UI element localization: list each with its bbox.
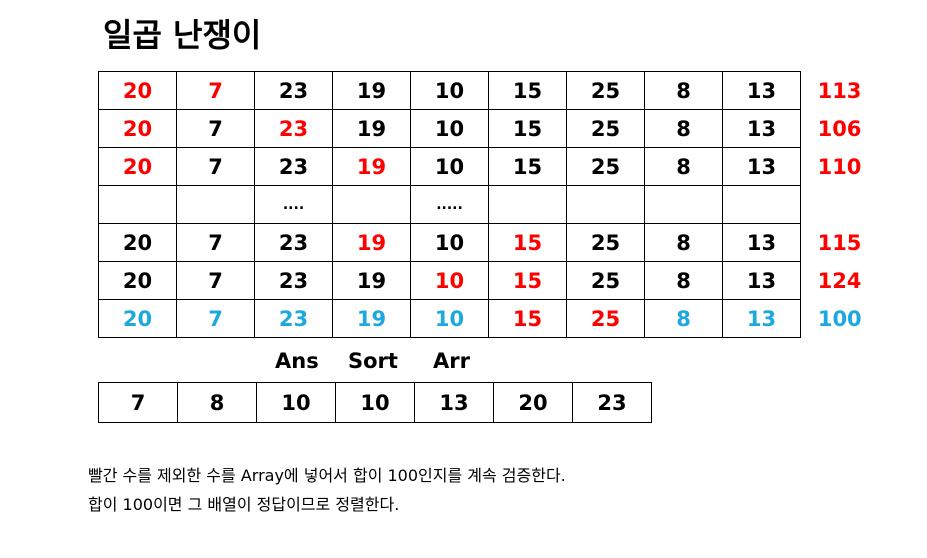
combination-cell: 23 bbox=[254, 261, 333, 300]
row-sum: 124 bbox=[817, 268, 862, 293]
combination-cell: 15 bbox=[488, 223, 567, 262]
combination-cell: 25 bbox=[566, 71, 645, 110]
combination-cell: 15 bbox=[488, 147, 567, 186]
sorted-answer-table: 7 8 10 10 13 20 23 bbox=[98, 382, 652, 423]
combination-cell: 23 bbox=[254, 299, 333, 338]
combination-row: 20 7 23 19 10 15 25 8 13 106 bbox=[98, 109, 879, 148]
combination-cell bbox=[176, 185, 255, 224]
sorted-cell: 10 bbox=[256, 382, 336, 423]
combination-cell: 15 bbox=[488, 109, 567, 148]
description-line-1: 빨간 수를 제외한 수를 Array에 넣어서 합이 100인지를 계속 검증한… bbox=[88, 466, 566, 485]
label-ans: Ans bbox=[275, 349, 319, 373]
combination-cell: 13 bbox=[722, 147, 801, 186]
combination-cell: 8 bbox=[644, 261, 723, 300]
row-sum: 113 bbox=[817, 78, 862, 103]
combination-cell bbox=[566, 185, 645, 224]
combination-cell: 19 bbox=[332, 147, 411, 186]
combination-cell: 13 bbox=[722, 299, 801, 338]
combination-cell: 19 bbox=[332, 71, 411, 110]
combination-cell: 20 bbox=[98, 299, 177, 338]
combination-cell: 8 bbox=[644, 223, 723, 262]
combination-cell: 15 bbox=[488, 71, 567, 110]
label-sort: Sort bbox=[348, 349, 398, 373]
combination-cell: 7 bbox=[176, 147, 255, 186]
combination-cell: 13 bbox=[722, 71, 801, 110]
combination-cell: 7 bbox=[176, 261, 255, 300]
combination-cell: 20 bbox=[98, 109, 177, 148]
row-sum: 115 bbox=[817, 230, 862, 255]
sorted-cell: 13 bbox=[414, 382, 494, 423]
combination-cell: 20 bbox=[98, 261, 177, 300]
combination-cell: 10 bbox=[410, 109, 489, 148]
combination-cell: 20 bbox=[98, 223, 177, 262]
label-arr: Arr bbox=[433, 349, 470, 373]
combination-cell bbox=[644, 185, 723, 224]
sorted-row: 7 8 10 10 13 20 23 bbox=[98, 382, 652, 423]
combination-row: 20 7 23 19 10 15 25 8 13 110 bbox=[98, 147, 879, 186]
combination-cell: 23 bbox=[254, 147, 333, 186]
combination-cell: 15 bbox=[488, 299, 567, 338]
combination-cell bbox=[332, 185, 411, 224]
sorted-cell: 10 bbox=[335, 382, 415, 423]
combination-cell: 7 bbox=[176, 109, 255, 148]
combination-cell: 7 bbox=[176, 223, 255, 262]
combination-cell: 23 bbox=[254, 223, 333, 262]
sorted-cell: 7 bbox=[98, 382, 178, 423]
combination-cell: 10 bbox=[410, 299, 489, 338]
combination-row: 20 7 23 19 10 15 25 8 13 124 bbox=[98, 261, 879, 300]
combination-table: 20 7 23 19 10 15 25 8 13 113 20 7 23 19 10 15 25 8 13 106 20… bbox=[98, 71, 879, 338]
combination-cell: 13 bbox=[722, 223, 801, 262]
row-sum: 100 bbox=[817, 306, 862, 331]
combination-cell: 10 bbox=[410, 223, 489, 262]
combination-cell: 19 bbox=[332, 109, 411, 148]
combination-cell: 25 bbox=[566, 223, 645, 262]
combination-row: 20 7 23 19 10 15 25 8 13 100 bbox=[98, 299, 879, 338]
combination-cell: 25 bbox=[566, 147, 645, 186]
combination-cell: 8 bbox=[644, 109, 723, 148]
combination-cell: 23 bbox=[254, 71, 333, 110]
combination-cell: 15 bbox=[488, 261, 567, 300]
row-sum bbox=[801, 186, 879, 224]
combination-cell: 19 bbox=[332, 261, 411, 300]
combination-cell: 20 bbox=[98, 147, 177, 186]
combination-cell: 19 bbox=[332, 299, 411, 338]
sorted-cell: 23 bbox=[572, 382, 652, 423]
combination-cell bbox=[488, 185, 567, 224]
combination-cell: 20 bbox=[98, 71, 177, 110]
combination-cell: 25 bbox=[566, 299, 645, 338]
combination-cell: 10 bbox=[410, 261, 489, 300]
combination-cell: 8 bbox=[644, 71, 723, 110]
row-sum: 110 bbox=[817, 154, 862, 179]
combination-cell bbox=[722, 185, 801, 224]
row-sum: 106 bbox=[817, 116, 862, 141]
combination-cell: 10 bbox=[410, 147, 489, 186]
combination-cell: 19 bbox=[332, 223, 411, 262]
combination-cell: 13 bbox=[722, 261, 801, 300]
combination-cell: .... bbox=[254, 185, 333, 224]
combination-cell: ..... bbox=[410, 185, 489, 224]
combination-row: 20 7 23 19 10 15 25 8 13 113 bbox=[98, 71, 879, 110]
combination-cell: 10 bbox=[410, 71, 489, 110]
page-title: 일곱 난쟁이 bbox=[103, 16, 262, 54]
combination-cell: 7 bbox=[176, 71, 255, 110]
combination-cell: 25 bbox=[566, 109, 645, 148]
combination-cell: 8 bbox=[644, 299, 723, 338]
sorted-cell: 8 bbox=[177, 382, 257, 423]
combination-cell: 25 bbox=[566, 261, 645, 300]
combination-cell: 8 bbox=[644, 147, 723, 186]
combination-cell: 7 bbox=[176, 299, 255, 338]
description-line-2: 합이 100이면 그 배열이 정답이므로 정렬한다. bbox=[88, 495, 400, 514]
combination-row: 20 7 23 19 10 15 25 8 13 115 bbox=[98, 223, 879, 262]
combination-cell bbox=[98, 185, 177, 224]
combination-row: ......... bbox=[98, 185, 879, 224]
combination-cell: 13 bbox=[722, 109, 801, 148]
sorted-cell: 20 bbox=[493, 382, 573, 423]
combination-cell: 23 bbox=[254, 109, 333, 148]
